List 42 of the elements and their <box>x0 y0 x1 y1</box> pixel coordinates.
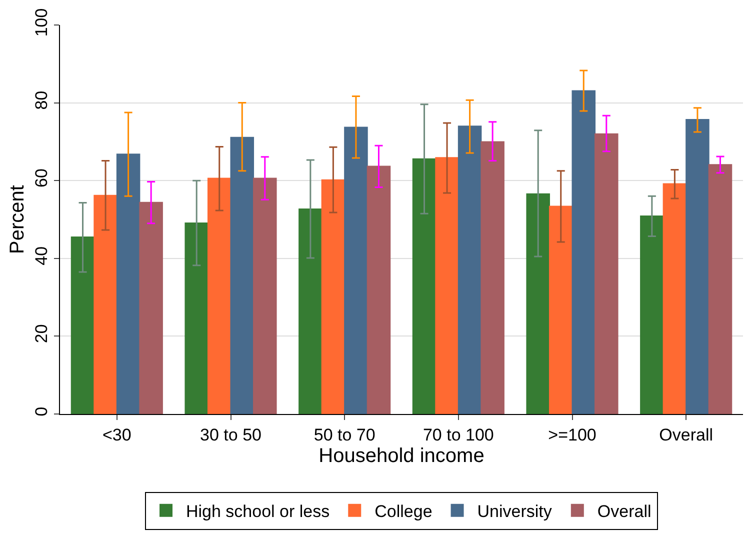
x-tick-label: 30 to 50 <box>200 425 262 444</box>
x-tick-label: 50 to 70 <box>314 425 376 444</box>
x-axis-title: Household income <box>318 444 484 467</box>
bar <box>572 90 596 414</box>
legend-label: High school or less <box>186 502 330 521</box>
y-tick-label: 40 <box>32 246 52 266</box>
bar <box>321 179 346 414</box>
bar <box>116 154 140 414</box>
legend-label: University <box>477 502 552 521</box>
bar <box>70 236 95 414</box>
bar <box>207 178 232 414</box>
y-axis-title: Percent <box>6 184 29 254</box>
bar <box>686 119 710 414</box>
bar <box>526 193 550 414</box>
y-tick-label: 100 <box>32 8 52 37</box>
legend-label: Overall <box>597 502 652 521</box>
bar <box>640 216 664 414</box>
bar <box>708 164 732 414</box>
bar <box>94 194 118 414</box>
bar <box>366 166 391 414</box>
bar <box>253 178 277 414</box>
bar <box>662 183 687 414</box>
y-tick-label: 20 <box>32 324 52 344</box>
bar <box>458 126 482 414</box>
bar <box>412 158 436 414</box>
y-tick-label: 0 <box>32 406 52 416</box>
bar <box>298 208 322 414</box>
x-tick-label: <30 <box>102 425 132 444</box>
bar <box>594 133 618 414</box>
y-tick-label: 60 <box>32 168 52 188</box>
y-tick-label: 80 <box>32 90 52 110</box>
bar <box>344 126 368 414</box>
x-tick-label: 70 to 100 <box>422 425 494 444</box>
bar <box>230 136 254 414</box>
legend-label: College <box>374 502 432 521</box>
bar <box>435 157 459 414</box>
bar <box>480 141 504 414</box>
bar <box>548 206 573 414</box>
bar <box>184 222 208 414</box>
x-tick-label: Overall <box>659 425 714 444</box>
x-tick-label: >=100 <box>548 425 596 444</box>
bar <box>139 202 163 414</box>
